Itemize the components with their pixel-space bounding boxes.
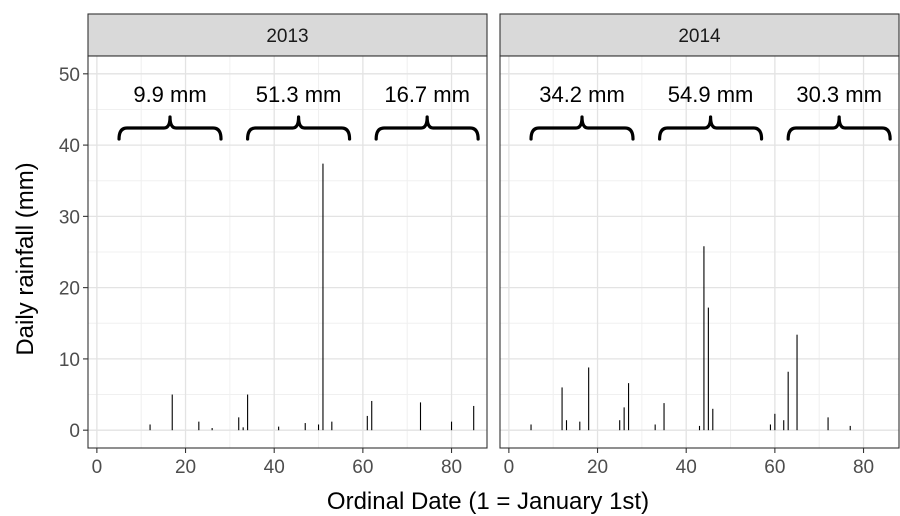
x-tick-label: 80 <box>853 457 874 478</box>
y-tick-label: 10 <box>59 350 80 371</box>
facet-strip-label: 2013 <box>266 26 308 47</box>
rainfall-total-label: 30.3 mm <box>796 82 882 107</box>
y-tick-label: 50 <box>59 65 80 86</box>
rainfall-total-label: 51.3 mm <box>256 82 342 107</box>
x-tick-label: 20 <box>587 457 608 478</box>
annotation-brace <box>529 115 635 141</box>
rainfall-total-label: 9.9 mm <box>133 82 206 107</box>
x-tick-label: 40 <box>264 457 285 478</box>
panels: 2013 9.9 mm 51.3 mm 16.7 mm 0 20 40 60 80 2014 34.… <box>87 13 900 478</box>
y-tick-label: 0 <box>69 421 80 442</box>
y-axis-title: Daily rainfall (mm) <box>12 162 39 355</box>
x-tick-label: 80 <box>441 457 462 478</box>
y-tick-label: 20 <box>59 279 80 300</box>
annotation-brace <box>374 115 480 141</box>
rainfall-total-label: 34.2 mm <box>539 82 625 107</box>
rainfall-total-label: 54.9 mm <box>668 82 754 107</box>
x-tick-label: 20 <box>175 457 196 478</box>
rainfall-total-label: 16.7 mm <box>384 82 470 107</box>
x-tick-label: 60 <box>764 457 785 478</box>
facet-strip-label: 2014 <box>678 26 721 47</box>
x-tick-label: 0 <box>504 457 515 478</box>
x-tick-label: 40 <box>676 457 697 478</box>
x-tick-label: 60 <box>352 457 373 478</box>
facet-strip <box>499 13 900 57</box>
y-tick-label: 40 <box>59 136 80 157</box>
x-axis-title: Ordinal Date (1 = January 1st) <box>327 488 649 515</box>
facet-strip <box>87 13 488 57</box>
y-axis: 0 10 20 30 40 50 <box>59 65 88 442</box>
x-tick-label: 0 <box>92 457 103 478</box>
y-tick-label: 30 <box>59 207 80 228</box>
panel-2013: 2013 9.9 mm 51.3 mm 16.7 mm 0 20 40 60 80 <box>87 13 488 478</box>
panel-border <box>87 55 488 449</box>
annotation-brace <box>786 115 892 141</box>
panel-border <box>499 55 900 449</box>
panel-2014: 2014 34.2 mm 54.9 mm 30.3 mm 0 20 40 60 80 <box>499 13 900 478</box>
annotation-brace <box>117 115 223 141</box>
annotation-brace <box>246 115 352 141</box>
annotation-brace <box>658 115 764 141</box>
